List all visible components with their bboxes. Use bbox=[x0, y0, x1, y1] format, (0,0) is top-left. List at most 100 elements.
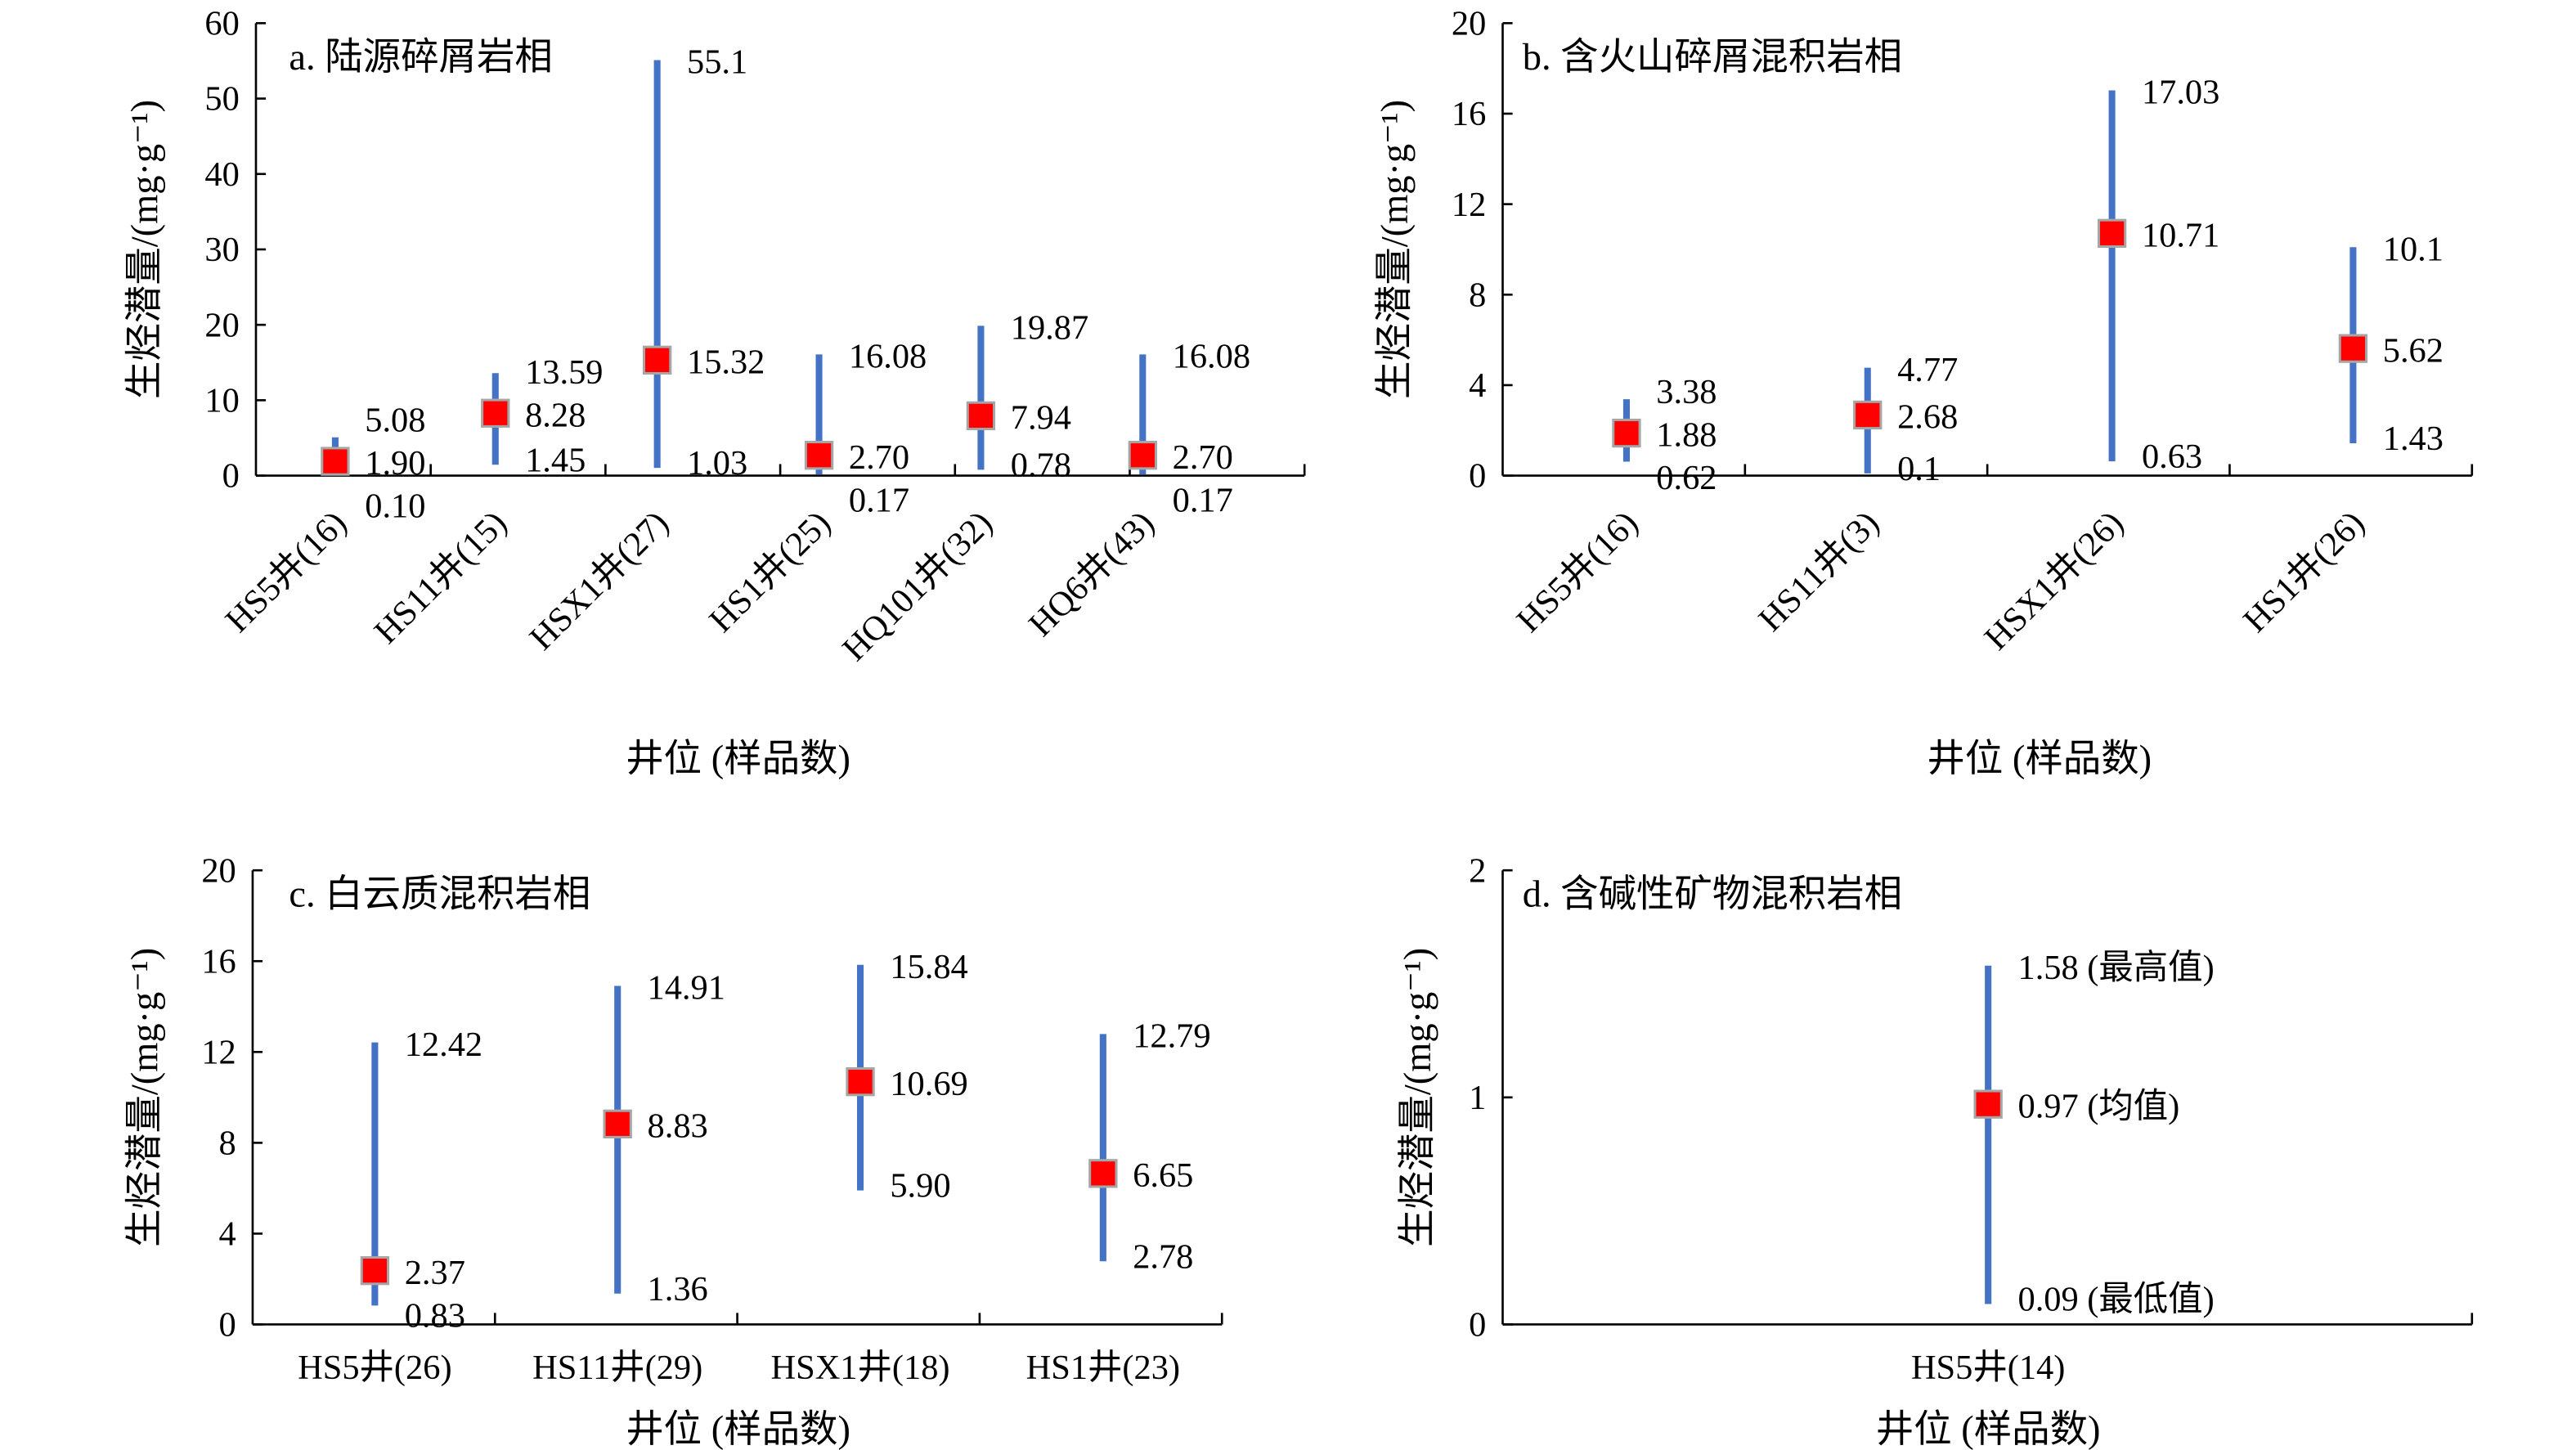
x-axis-title: 井位 (样品数) bbox=[626, 1409, 850, 1450]
max-value-label: 10.1 bbox=[2383, 230, 2444, 268]
y-tick-label: 4 bbox=[219, 1215, 236, 1254]
y-tick-label: 0 bbox=[222, 457, 240, 496]
min-value-label: 0.63 bbox=[2142, 438, 2202, 476]
mean-marker bbox=[2097, 218, 2127, 248]
x-tick-label: HS1井(23) bbox=[1026, 1349, 1180, 1387]
mean-value-label: 10.69 bbox=[890, 1065, 967, 1103]
y-axis-title: 生烃潜量/(mg·g⁻¹) bbox=[124, 948, 166, 1247]
y-tick-label: 40 bbox=[204, 155, 239, 194]
x-tick-label: HSX1井(26) bbox=[1977, 504, 2131, 658]
min-value-label: 0.62 bbox=[1656, 459, 1717, 497]
max-value-label: 13.59 bbox=[525, 353, 603, 392]
mean-marker bbox=[804, 441, 834, 470]
y-tick-label: 0 bbox=[1469, 1306, 1486, 1345]
max-value-label: 15.84 bbox=[890, 948, 967, 986]
y-axis-title: 生烃潜量/(mg·g⁻¹) bbox=[124, 100, 166, 399]
mean-marker bbox=[360, 1256, 390, 1286]
mean-marker bbox=[1088, 1159, 1118, 1188]
panel-title: a. 陆源碎屑岩相 bbox=[289, 37, 552, 79]
mean-marker bbox=[2338, 334, 2368, 363]
mean-marker bbox=[481, 398, 510, 428]
min-value-label: 0.10 bbox=[365, 487, 425, 526]
mean-marker bbox=[1853, 400, 1883, 430]
mean-marker bbox=[321, 447, 350, 476]
x-tick-label: HQ101井(32) bbox=[835, 504, 999, 668]
max-value-label: 1.58 (最高值) bbox=[2017, 949, 2214, 987]
mean-marker bbox=[1612, 418, 1641, 448]
mean-value-label: 6.65 bbox=[1133, 1156, 1193, 1195]
y-tick-label: 16 bbox=[1452, 95, 1486, 133]
x-tick-label: HS5井(16) bbox=[1510, 504, 1645, 640]
x-tick-label: HS5井(14) bbox=[1911, 1349, 2065, 1387]
mean-marker bbox=[966, 401, 996, 431]
min-value-label: 1.03 bbox=[687, 444, 747, 483]
max-value-label: 5.08 bbox=[365, 402, 425, 440]
mean-value-label: 2.70 bbox=[1173, 438, 1233, 477]
y-tick-label: 12 bbox=[201, 1033, 236, 1071]
min-value-label: 0.1 bbox=[1897, 450, 1941, 488]
min-value-label: 0.17 bbox=[1173, 481, 1233, 519]
x-axis-title: 井位 (样品数) bbox=[1876, 1409, 2101, 1450]
mean-value-label: 0.97 (均值) bbox=[2017, 1087, 2179, 1125]
y-tick-label: 16 bbox=[201, 942, 236, 981]
y-tick-label: 10 bbox=[204, 382, 239, 420]
x-tick-label: HQ6井(43) bbox=[1021, 504, 1161, 644]
mean-marker bbox=[603, 1109, 632, 1138]
panel-title: c. 白云质混积岩相 bbox=[289, 874, 590, 916]
max-value-label: 4.77 bbox=[1897, 351, 1958, 389]
min-value-label: 0.17 bbox=[849, 481, 909, 519]
x-tick-label: HS11井(29) bbox=[532, 1349, 702, 1387]
mean-marker bbox=[642, 345, 672, 375]
y-tick-label: 0 bbox=[1469, 457, 1486, 496]
min-value-label: 1.36 bbox=[648, 1270, 708, 1309]
y-axis-title: 生烃潜量/(mg·g⁻¹) bbox=[1374, 100, 1416, 399]
y-axis-title: 生烃潜量/(mg·g⁻¹) bbox=[1398, 948, 1439, 1247]
y-tick-label: 2 bbox=[1469, 851, 1486, 890]
y-tick-label: 20 bbox=[204, 306, 239, 344]
y-tick-label: 50 bbox=[204, 80, 239, 119]
mean-value-label: 2.70 bbox=[849, 438, 909, 477]
x-tick-label: HS5井(26) bbox=[298, 1349, 451, 1387]
y-tick-label: 60 bbox=[204, 4, 239, 43]
mean-value-label: 8.28 bbox=[525, 396, 586, 434]
min-value-label: 2.78 bbox=[1133, 1237, 1193, 1276]
mean-value-label: 5.62 bbox=[2383, 331, 2444, 370]
max-value-label: 12.79 bbox=[1133, 1017, 1210, 1056]
x-axis-title: 井位 (样品数) bbox=[626, 738, 850, 780]
panel-title: d. 含碱性矿物混积岩相 bbox=[1523, 874, 1902, 916]
min-value-label: 0.83 bbox=[405, 1296, 465, 1335]
x-tick-label: HS1井(26) bbox=[2236, 504, 2372, 640]
min-value-label: 0.09 (最低值) bbox=[2017, 1281, 2214, 1319]
mean-value-label: 2.37 bbox=[405, 1254, 465, 1292]
y-tick-label: 8 bbox=[219, 1125, 236, 1163]
x-tick-label: HS11井(15) bbox=[367, 504, 514, 651]
min-value-label: 5.90 bbox=[890, 1167, 950, 1205]
y-tick-label: 8 bbox=[1469, 276, 1486, 314]
y-tick-label: 20 bbox=[1452, 4, 1486, 43]
y-tick-label: 30 bbox=[204, 231, 239, 269]
max-value-label: 16.08 bbox=[849, 337, 927, 375]
x-axis-title: 井位 (样品数) bbox=[1927, 738, 2152, 780]
mean-value-label: 2.68 bbox=[1897, 398, 1958, 437]
y-tick-label: 4 bbox=[1469, 366, 1486, 405]
y-tick-label: 0 bbox=[219, 1306, 236, 1345]
mean-value-label: 8.83 bbox=[648, 1107, 708, 1145]
y-tick-label: 20 bbox=[201, 851, 236, 890]
panel-title: b. 含火山碎屑混积岩相 bbox=[1523, 37, 1902, 79]
mean-value-label: 15.32 bbox=[687, 343, 765, 381]
max-value-label: 14.91 bbox=[648, 969, 725, 1008]
x-tick-label: HS11井(3) bbox=[1752, 504, 1887, 639]
max-value-label: 55.1 bbox=[687, 43, 747, 82]
max-value-label: 12.42 bbox=[405, 1026, 482, 1064]
mean-value-label: 1.90 bbox=[365, 444, 425, 483]
y-tick-label: 1 bbox=[1469, 1079, 1486, 1117]
mean-marker bbox=[846, 1067, 875, 1097]
y-tick-label: 12 bbox=[1452, 186, 1486, 224]
mean-value-label: 10.71 bbox=[2142, 216, 2219, 254]
mean-marker bbox=[1128, 441, 1157, 470]
